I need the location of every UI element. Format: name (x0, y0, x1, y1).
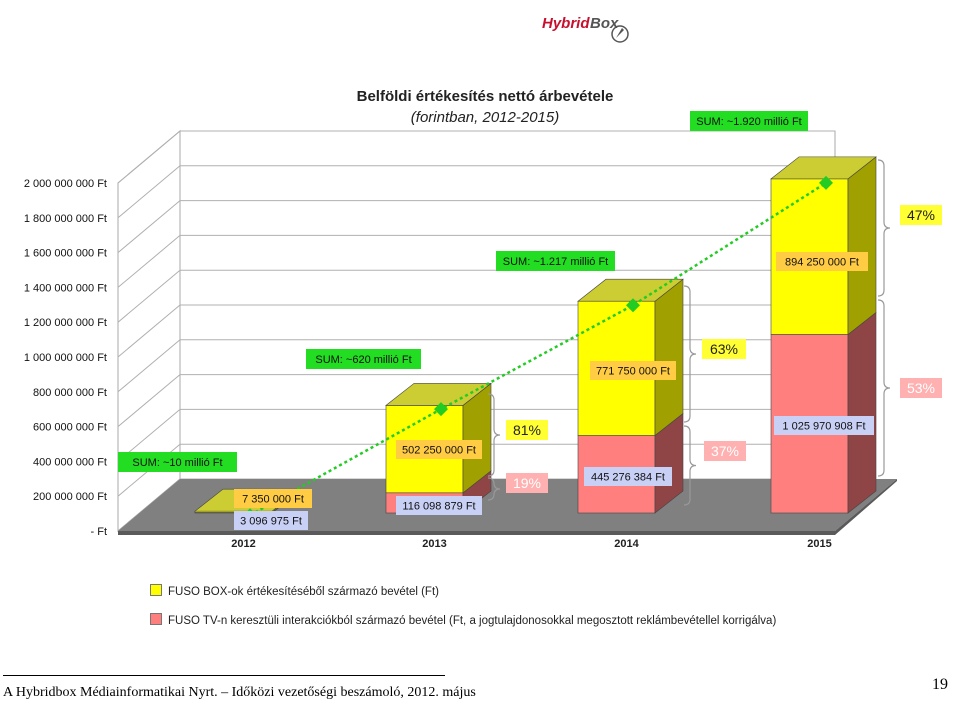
gridline (117, 269, 835, 323)
tv-value-label-bg (234, 511, 308, 530)
stacked-bar-chart: - Ft 200 000 000 Ft 400 000 000 Ft 600 000 … (24, 111, 942, 550)
x-axis-ticks: 2012 2013 2014 2015 (231, 538, 831, 550)
box-value-label-bg (590, 361, 676, 380)
tv-value-label: 1 025 970 908 Ft (782, 420, 865, 432)
legend-label-tv: FUSO TV-n keresztüli interakciókból szár… (168, 615, 777, 627)
logo-text-2: Box (590, 15, 619, 32)
logo-text-1: Hybrid (542, 15, 590, 32)
brace (487, 477, 501, 501)
y-tick-label: 1 000 000 000 Ft (24, 352, 107, 364)
box-value-label: 894 250 000 Ft (785, 256, 859, 268)
bar-top (385, 383, 492, 406)
tv-percent-label: 37% (711, 443, 739, 459)
chart-title: Belföldi értékesítés nettó árbevétele (356, 88, 614, 105)
gridline (117, 165, 835, 219)
sum-label: SUM: ~620 millió Ft (315, 354, 411, 366)
legend-item-box: FUSO BOX-ok értékesítéséből származó bev… (150, 584, 439, 598)
page-number: 19 (932, 676, 948, 693)
sum-line-marker (434, 402, 448, 417)
box-value-label: 502 250 000 Ft (402, 444, 476, 456)
bar-top (577, 278, 684, 302)
box-percent-label: 47% (907, 207, 935, 223)
tv-value-label-bg (774, 416, 874, 435)
box-percent-label: 63% (710, 341, 738, 357)
box-value-label-bg (234, 489, 312, 508)
x-tick-label: 2014 (614, 538, 639, 550)
brace (877, 159, 891, 297)
bar-side (847, 311, 877, 514)
hybridbox-logo: Hybrid Box (542, 15, 629, 43)
y-tick-label: 1 200 000 000 Ft (24, 317, 107, 329)
sum-label: SUM: ~1.920 millió Ft (696, 116, 801, 128)
tv-percent-label-bg (900, 378, 942, 398)
sum-label-bg (306, 349, 421, 369)
y-tick-label: 400 000 000 Ft (33, 456, 107, 468)
x-tick-label: 2013 (422, 538, 446, 550)
legend-swatch-yellow (150, 584, 162, 596)
bar-top (770, 156, 877, 180)
bar-side (654, 278, 684, 437)
tv-value-label-bg (396, 496, 482, 515)
brace (487, 393, 501, 477)
x-tick-label: 2012 (231, 538, 255, 550)
floor-top (118, 479, 897, 531)
y-tick-label: 800 000 000 Ft (33, 387, 107, 399)
x-tick-label: 2015 (807, 538, 831, 550)
sum-label: SUM: ~1.217 millió Ft (503, 256, 608, 268)
tv-value-label-bg (584, 467, 672, 486)
sum-label-bg (690, 111, 808, 131)
sum-label-bg (118, 452, 237, 472)
footer-text: A Hybridbox Médiainformatikai Nyrt. – Id… (3, 685, 476, 700)
gridline (117, 130, 835, 184)
sum-line-path (249, 181, 827, 517)
brace (877, 299, 891, 477)
chart-subtitle: (forintban, 2012-2015) (410, 109, 560, 126)
brace (683, 425, 697, 506)
tv-percent-label-bg (704, 441, 746, 461)
tv-value-label: 445 276 384 Ft (591, 471, 665, 483)
data-labels: SUM: ~10 millió Ft SUM: ~620 millió Ft SUM… (118, 111, 942, 530)
tv-percent-label: 19% (513, 475, 541, 491)
sum-label-bg (496, 251, 615, 271)
bar-side (847, 156, 877, 336)
y-tick-label: 2 000 000 000 Ft (24, 178, 107, 190)
brace (683, 285, 697, 423)
y-tick-label: 200 000 000 Ft (33, 491, 107, 503)
footer-rule (3, 675, 445, 676)
y-tick-label: 1 800 000 000 Ft (24, 213, 107, 225)
y-tick-label: - Ft (91, 526, 108, 538)
sum-line-marker (819, 175, 833, 190)
y-tick-label: 600 000 000 Ft (33, 422, 107, 434)
box-percent-label-bg (702, 339, 746, 359)
box-percent-label: 81% (513, 422, 541, 438)
tv-percent-label: 53% (907, 380, 935, 396)
tv-value-label: 116 098 879 Ft (402, 500, 475, 512)
y-tick-label: 1 400 000 000 Ft (24, 282, 107, 294)
y-axis-ticks: - Ft 200 000 000 Ft 400 000 000 Ft 600 000 … (24, 178, 107, 538)
chart-floor (118, 479, 897, 535)
box-value-label-bg (776, 252, 868, 271)
tv-percent-label-bg (506, 473, 548, 493)
legend-item-tv: FUSO TV-n keresztüli interakciókból szár… (150, 613, 776, 627)
tv-value-label: 3 096 975 Ft (240, 515, 302, 527)
gridline (117, 234, 835, 288)
box-value-label-bg (396, 440, 482, 459)
gridline (117, 200, 835, 253)
sum-line-marker (626, 298, 640, 313)
sum-label: SUM: ~10 millió Ft (132, 457, 222, 469)
box-value-label: 7 350 000 Ft (242, 493, 304, 505)
box-percent-label-bg (506, 420, 548, 440)
box-value-label: 771 750 000 Ft (596, 365, 670, 377)
legend-label-box: FUSO BOX-ok értékesítéséből származó bev… (168, 586, 439, 598)
box-percent-label-bg (900, 205, 942, 225)
y-tick-label: 1 600 000 000 Ft (24, 248, 107, 260)
legend-swatch-pink (150, 613, 162, 625)
